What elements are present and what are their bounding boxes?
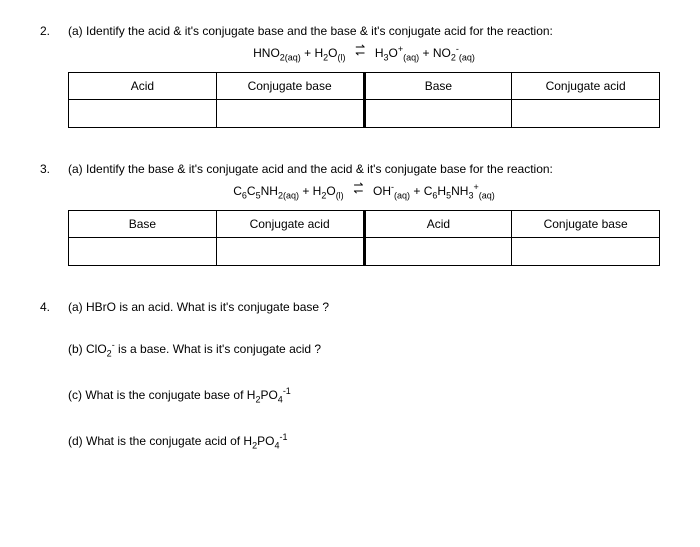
q3-number: 3. — [40, 162, 68, 176]
cell — [216, 238, 364, 266]
eq-sub: (aq) — [403, 52, 419, 62]
eq-plus: + — [304, 46, 314, 60]
table-row — [69, 238, 660, 266]
eq-sub: 2(aq) — [280, 52, 301, 62]
question-4: 4. (a) HBrO is an acid. What is it's con… — [40, 300, 660, 314]
eq-sup: -1 — [283, 386, 291, 396]
eq-sub: (aq) — [394, 190, 410, 200]
equilibrium-arrows-icon — [350, 184, 366, 198]
eq-term: H — [437, 184, 446, 198]
col-header: Acid — [364, 211, 512, 238]
page: 2. (a) Identify the acid & it's conjugat… — [0, 0, 700, 458]
eq-term: H — [375, 46, 384, 60]
eq-term: C — [233, 184, 242, 198]
eq-sub: (l) — [338, 52, 346, 62]
q4c: (c) What is the conjugate base of H2PO4-… — [68, 388, 660, 402]
eq-term: O — [326, 184, 335, 198]
q4c-pre: (c) What is the conjugate base of H — [68, 388, 255, 402]
eq-plus: + — [423, 46, 433, 60]
table-header-row: Acid Conjugate base Base Conjugate acid — [69, 73, 660, 100]
q4a-text: (a) HBrO is an acid. What is it's conjug… — [68, 300, 329, 314]
q4a: (a) HBrO is an acid. What is it's conjug… — [68, 300, 660, 314]
cell — [512, 238, 660, 266]
eq-term: O — [328, 46, 337, 60]
equilibrium-arrows-icon — [352, 46, 368, 60]
eq-term: NH — [451, 184, 468, 198]
col-header: Acid — [69, 73, 217, 100]
col-header: Conjugate base — [512, 211, 660, 238]
q4-number: 4. — [40, 300, 68, 314]
col-header: Base — [364, 73, 512, 100]
eq-term: H — [314, 46, 323, 60]
eq-sub: 2(aq) — [278, 190, 299, 200]
q2-number: 2. — [40, 24, 68, 38]
q2-body: (a) Identify the acid & it's conjugate b… — [68, 24, 660, 156]
eq-term: OH — [373, 184, 391, 198]
col-header: Conjugate acid — [216, 211, 364, 238]
cell — [216, 100, 364, 128]
q2-prompt: Identify the acid & it's conjugate base … — [86, 24, 553, 38]
eq-sup: -1 — [279, 432, 287, 442]
eq-term: NO — [433, 46, 451, 60]
cell — [69, 238, 217, 266]
eq-sub: (aq) — [459, 52, 475, 62]
cell — [69, 100, 217, 128]
eq-plus: + — [413, 184, 423, 198]
q3-equation: C6C5NH2(aq) + H2O(l) OH-(aq) + C6H5NH3+(… — [68, 184, 660, 198]
question-2: 2. (a) Identify the acid & it's conjugat… — [40, 24, 660, 156]
eq-sub: (l) — [336, 190, 344, 200]
eq-term: NH — [261, 184, 278, 198]
col-header: Base — [69, 211, 217, 238]
q2-table: Acid Conjugate base Base Conjugate acid — [68, 72, 660, 128]
col-header: Conjugate base — [216, 73, 364, 100]
q2-equation: HNO2(aq) + H2O(l) H3O+(aq) + NO2-(aq) — [68, 46, 660, 60]
eq-term: HNO — [253, 46, 280, 60]
q4b-post: is a base. What is it's conjugate acid ? — [115, 342, 321, 356]
question-3: 3. (a) Identify the base & it's conjugat… — [40, 162, 660, 294]
table-row — [69, 100, 660, 128]
q3-part: (a) — [68, 162, 83, 176]
q4b-pre: (b) ClO — [68, 342, 107, 356]
q4b: (b) ClO2- is a base. What is it's conjug… — [68, 342, 660, 356]
eq-term: O — [389, 46, 398, 60]
eq-sub: (aq) — [479, 190, 495, 200]
cell — [512, 100, 660, 128]
cell — [364, 100, 512, 128]
col-header: Conjugate acid — [512, 73, 660, 100]
eq-plus: + — [302, 184, 312, 198]
table-header-row: Base Conjugate acid Acid Conjugate base — [69, 211, 660, 238]
q4d-pre: (d) What is the conjugate acid of H — [68, 434, 252, 448]
q4c-mid: PO — [260, 388, 277, 402]
q3-table: Base Conjugate acid Acid Conjugate base — [68, 210, 660, 266]
q3-prompt: Identify the base & it's conjugate acid … — [86, 162, 553, 176]
q4d: (d) What is the conjugate acid of H2PO4-… — [68, 434, 660, 448]
eq-term: C — [247, 184, 256, 198]
cell — [364, 238, 512, 266]
q2-part: (a) — [68, 24, 83, 38]
q4d-mid: PO — [257, 434, 274, 448]
q3-body: (a) Identify the base & it's conjugate a… — [68, 162, 660, 294]
